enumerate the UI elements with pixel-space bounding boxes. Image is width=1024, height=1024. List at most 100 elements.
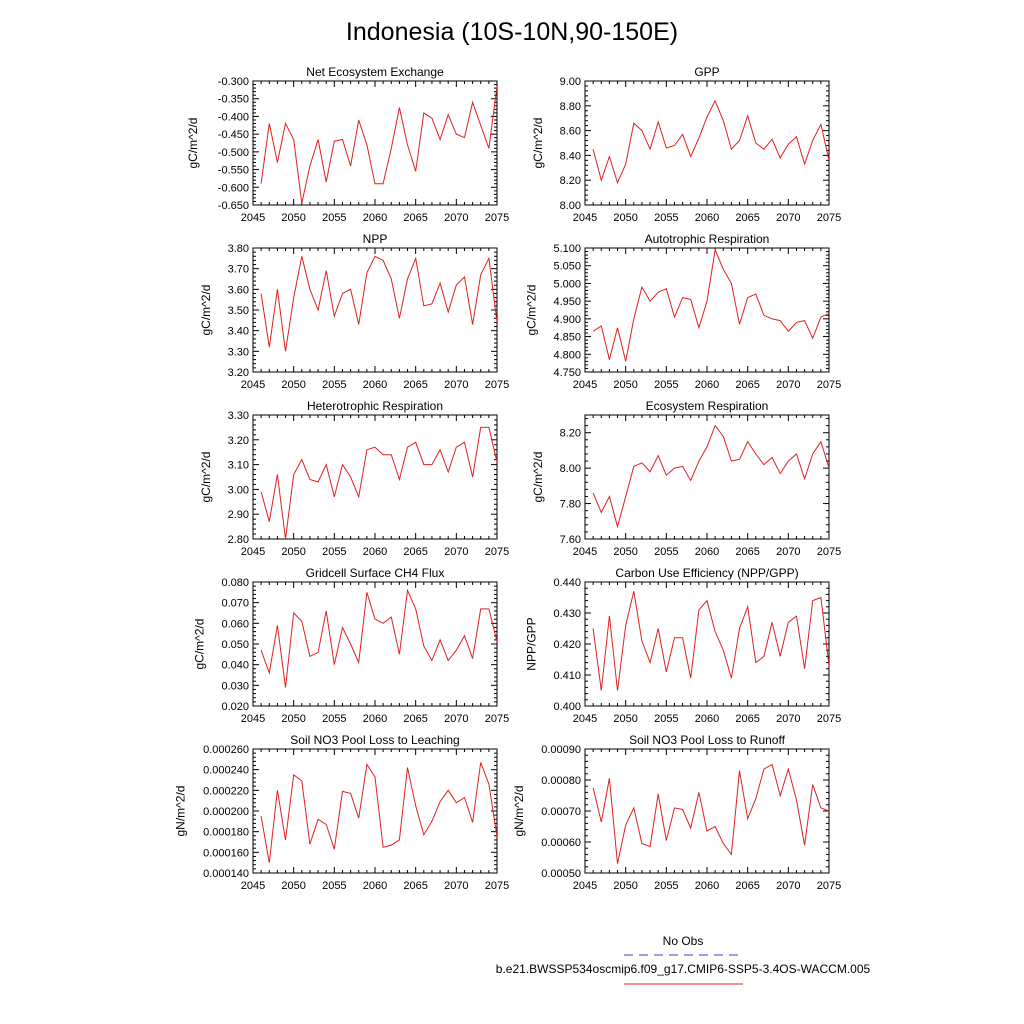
x-tick-label: 2065 — [735, 880, 759, 892]
plot-frame — [252, 80, 498, 206]
x-tick-label: 2045 — [241, 379, 265, 391]
y-tick-label: -0.500 — [218, 147, 249, 159]
y-tick-label: -0.600 — [218, 182, 249, 194]
y-tick-label: 0.430 — [553, 608, 581, 620]
y-axis-label: gC/m^2/d — [525, 285, 539, 336]
chart-title: Carbon Use Efficiency (NPP/GPP) — [615, 566, 798, 580]
x-tick-label: 2065 — [403, 212, 427, 224]
y-tick-label: 0.000160 — [203, 847, 249, 859]
y-tick-label: 5.050 — [553, 261, 581, 273]
y-tick-label: 8.00 — [560, 463, 581, 475]
chart-panel: NPP 2045 2050 2055 2060 2065 2070 2075 3.20 3.30 3… — [199, 232, 509, 391]
y-tick-label: 0.00060 — [541, 837, 581, 849]
y-tick-label: 3.20 — [228, 367, 249, 379]
x-tick-label: 2070 — [444, 880, 468, 892]
x-tick-label: 2070 — [776, 379, 800, 391]
chart-panel: Soil NO3 Pool Loss to Leaching 2045 2050 20… — [174, 733, 510, 892]
y-tick-label: 2.80 — [228, 534, 249, 546]
x-tick-label: 2050 — [281, 713, 305, 725]
y-tick-label: 4.900 — [553, 314, 581, 326]
x-tick-label: 2055 — [322, 713, 346, 725]
x-tick-label: 2050 — [613, 880, 637, 892]
y-axis-label: NPP/GPP — [525, 617, 539, 670]
x-tick-label: 2045 — [241, 212, 265, 224]
y-tick-label: -0.400 — [218, 111, 249, 123]
x-tick-label: 2060 — [695, 713, 719, 725]
x-tick-label: 2070 — [444, 212, 468, 224]
x-tick-label: 2075 — [817, 212, 841, 224]
y-tick-label: 3.20 — [228, 435, 249, 447]
chart-title: Net Ecosystem Exchange — [306, 65, 444, 79]
x-tick-label: 2075 — [817, 546, 841, 558]
y-tick-label: 0.020 — [221, 701, 249, 713]
x-tick-label: 2050 — [613, 212, 637, 224]
y-tick-label: 0.000240 — [203, 765, 249, 777]
chart-title: GPP — [694, 65, 719, 79]
y-tick-label: 2.90 — [228, 509, 249, 521]
x-tick-label: 2075 — [485, 713, 509, 725]
y-tick-label: 0.080 — [221, 577, 249, 589]
y-tick-label: 0.420 — [553, 639, 581, 651]
y-tick-label: 8.20 — [560, 175, 581, 187]
x-tick-label: 2065 — [735, 546, 759, 558]
plot-frame — [252, 247, 498, 373]
series-line — [592, 99, 829, 185]
x-tick-label: 2060 — [363, 880, 387, 892]
x-tick-label: 2060 — [695, 212, 719, 224]
x-tick-label: 2055 — [322, 212, 346, 224]
x-tick-label: 2050 — [281, 546, 305, 558]
x-tick-label: 2045 — [573, 880, 597, 892]
y-axis-label: gN/m^2/d — [512, 786, 526, 837]
figure-title: Indonesia (10S-10N,90-150E) — [346, 18, 678, 46]
plot-frame — [252, 581, 498, 707]
y-tick-label: 0.000180 — [203, 827, 249, 839]
x-tick-label: 2060 — [363, 212, 387, 224]
x-tick-label: 2070 — [776, 212, 800, 224]
x-tick-label: 2070 — [776, 880, 800, 892]
chart-panel: Ecosystem Respiration 2045 2050 2055 2060 206… — [531, 399, 841, 558]
y-tick-label: -0.350 — [218, 94, 249, 106]
x-tick-label: 2065 — [735, 379, 759, 391]
y-tick-label: 3.80 — [228, 243, 249, 255]
legend-label-model: b.e21.BWSSP534oscmip6.f09_g17.CMIP6-SSP5… — [496, 962, 871, 976]
y-axis-label: gC/m^2/d — [199, 452, 213, 503]
x-tick-label: 2060 — [363, 713, 387, 725]
x-tick-label: 2075 — [485, 379, 509, 391]
y-axis-label: gC/m^2/d — [193, 619, 207, 670]
x-tick-label: 2055 — [654, 379, 678, 391]
y-tick-label: 8.80 — [560, 101, 581, 113]
x-tick-label: 2065 — [403, 713, 427, 725]
y-tick-label: 5.000 — [553, 278, 581, 290]
y-tick-label: 4.800 — [553, 349, 581, 361]
chart-title: Autotrophic Respiration — [645, 232, 770, 246]
chart-panel: Gridcell Surface CH4 Flux 2045 2050 2055 206… — [193, 566, 510, 725]
x-tick-label: 2070 — [444, 713, 468, 725]
y-tick-label: 0.00080 — [541, 775, 581, 787]
x-tick-label: 2045 — [241, 546, 265, 558]
y-tick-label: -0.300 — [218, 76, 249, 88]
series-line — [260, 86, 497, 204]
x-tick-label: 2065 — [403, 880, 427, 892]
x-tick-label: 2045 — [573, 212, 597, 224]
y-tick-label: 8.60 — [560, 126, 581, 138]
x-tick-label: 2075 — [485, 212, 509, 224]
y-axis-label: gN/m^2/d — [174, 786, 188, 837]
plot-frame — [584, 414, 830, 540]
x-tick-label: 2055 — [322, 880, 346, 892]
y-tick-label: 3.50 — [228, 305, 249, 317]
plot-frame — [584, 748, 830, 874]
y-tick-label: 8.00 — [560, 200, 581, 212]
chart-panel: Heterotrophic Respiration 2045 2050 2055 206… — [199, 399, 509, 558]
x-tick-label: 2045 — [241, 713, 265, 725]
legend-label-obs: No Obs — [663, 934, 704, 948]
y-tick-label: 3.10 — [228, 460, 249, 472]
x-tick-label: 2075 — [485, 546, 509, 558]
y-tick-label: 0.050 — [221, 639, 249, 651]
plot-frame — [252, 414, 498, 540]
x-tick-label: 2075 — [817, 880, 841, 892]
x-tick-label: 2060 — [695, 379, 719, 391]
y-tick-label: 0.000260 — [203, 744, 249, 756]
chart-title: NPP — [363, 232, 388, 246]
y-tick-label: 4.750 — [553, 367, 581, 379]
